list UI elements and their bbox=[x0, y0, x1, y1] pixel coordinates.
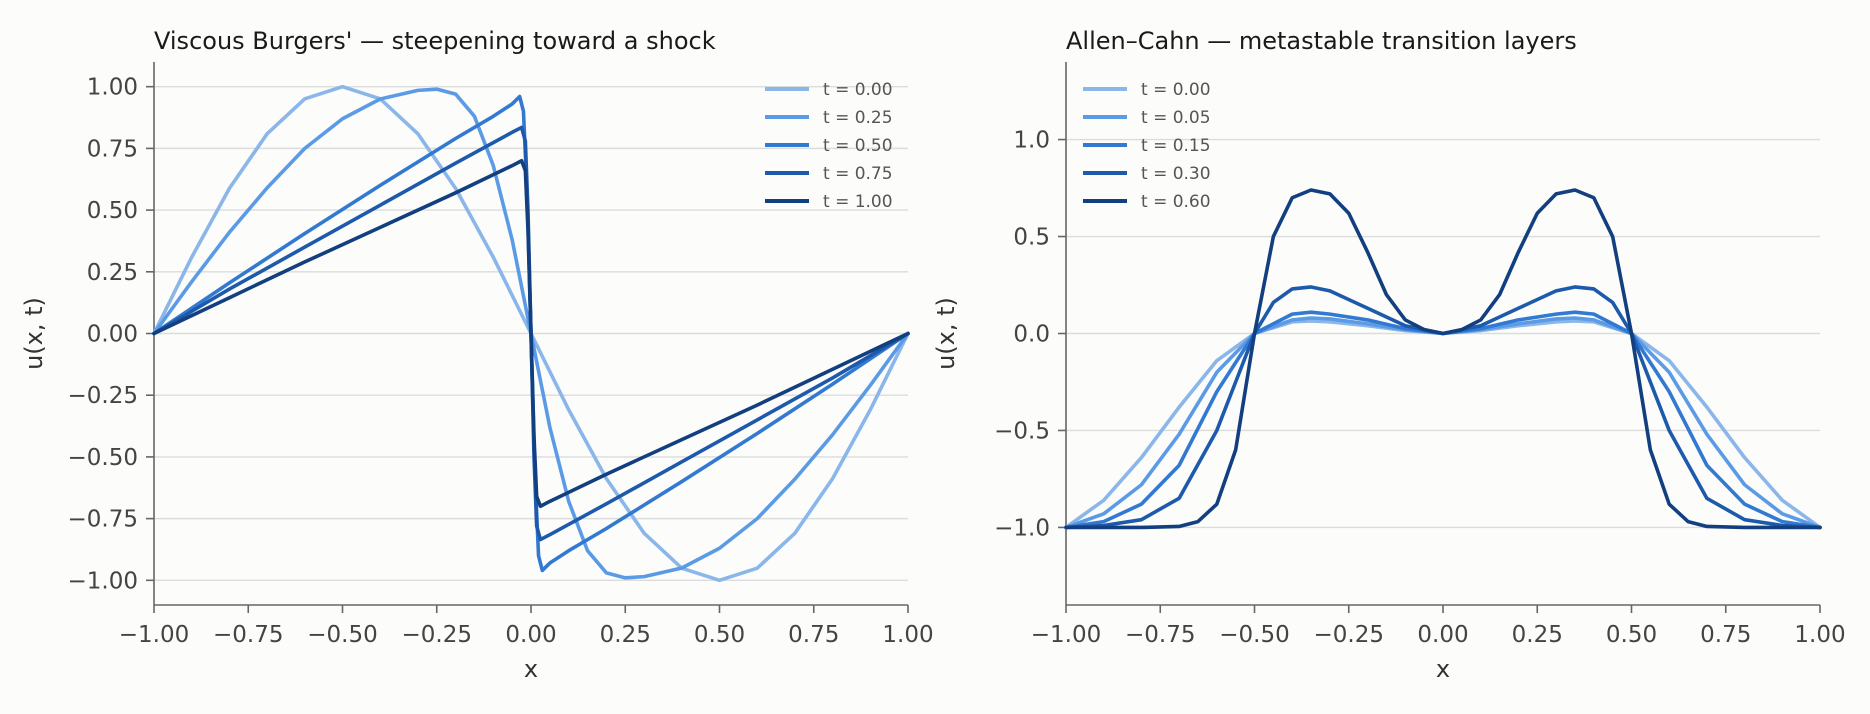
legend-label: t = 0.50 bbox=[823, 136, 893, 156]
x-tick-label: 0.25 bbox=[600, 622, 651, 648]
x-tick-label: −0.75 bbox=[1125, 622, 1195, 648]
y-tick-label: −0.25 bbox=[68, 383, 138, 409]
y-tick-label: −0.5 bbox=[994, 418, 1050, 444]
y-tick-label: 0.00 bbox=[87, 322, 138, 348]
x-tick-label: 1.00 bbox=[1794, 622, 1845, 648]
y-axis-label: u(x, t) bbox=[20, 297, 48, 370]
x-tick-label: 0.00 bbox=[505, 622, 556, 648]
legend: t = 0.00 t = 0.25 t = 0.50 t = 0.75 t = 1.00 bbox=[765, 80, 893, 212]
x-tick-label: 1.00 bbox=[882, 622, 933, 648]
legend-label: t = 0.05 bbox=[1141, 108, 1211, 128]
legend-label: t = 0.75 bbox=[823, 164, 893, 184]
y-axis-label: u(x, t) bbox=[932, 297, 960, 370]
chart-title: Viscous Burgers' — steepening toward a s… bbox=[154, 27, 716, 55]
y-tick-label: 1.00 bbox=[87, 75, 138, 101]
legend-label: t = 0.60 bbox=[1141, 192, 1211, 212]
x-tick-label: 0.00 bbox=[1417, 622, 1468, 648]
legend-label: t = 0.00 bbox=[1141, 80, 1211, 100]
legend-label: t = 0.15 bbox=[1141, 136, 1211, 156]
y-tick-label: 1.0 bbox=[1013, 128, 1050, 154]
series-line-4 bbox=[152, 158, 910, 509]
y-tick-label: 0.5 bbox=[1013, 225, 1050, 251]
chart-burgers: −1.00 −0.75 −0.50 −0.25 0.00 0.25 0.50 0.75 1.00… bbox=[20, 27, 934, 683]
y-tick-label: −0.75 bbox=[68, 507, 138, 533]
chart-title: Allen–Cahn — metastable transition layer… bbox=[1066, 27, 1577, 55]
x-tick-label: 0.25 bbox=[1512, 622, 1563, 648]
x-axis-label: x bbox=[524, 655, 538, 683]
legend-label: t = 0.30 bbox=[1141, 164, 1211, 184]
legend: t = 0.00 t = 0.05 t = 0.15 t = 0.30 t = 0.60 bbox=[1083, 80, 1211, 212]
legend-label: t = 0.00 bbox=[823, 80, 893, 100]
x-tick-label: −0.50 bbox=[307, 622, 377, 648]
x-tick-label: −0.25 bbox=[402, 622, 472, 648]
x-tick-label: 0.50 bbox=[1606, 622, 1657, 648]
x-tick-label: 0.50 bbox=[694, 622, 745, 648]
x-axis-label: x bbox=[1436, 655, 1450, 683]
y-tick-label: 0.75 bbox=[87, 136, 138, 162]
y-tick-label: 0.0 bbox=[1013, 322, 1050, 348]
x-tick-label: −0.75 bbox=[213, 622, 283, 648]
legend-label: t = 1.00 bbox=[823, 192, 893, 212]
x-tick-label: 0.75 bbox=[1700, 622, 1751, 648]
x-tick-label: −1.00 bbox=[1031, 622, 1101, 648]
y-tick-label: −1.0 bbox=[994, 515, 1050, 541]
series-line-4 bbox=[1064, 188, 1822, 530]
y-tick-label: −0.50 bbox=[68, 445, 138, 471]
x-tick-label: −1.00 bbox=[119, 622, 189, 648]
chart-allen-cahn: −1.0 −0.5 0.0 0.5 1.0 −1.00 −0.75 −0.50 −0.25 0.0… bbox=[932, 27, 1846, 683]
legend-label: t = 0.25 bbox=[823, 108, 893, 128]
x-tick-label: −0.50 bbox=[1219, 622, 1289, 648]
y-tick-label: 0.50 bbox=[87, 198, 138, 224]
x-tick-label: 0.75 bbox=[788, 622, 839, 648]
x-tick-label: −0.25 bbox=[1314, 622, 1384, 648]
y-tick-label: 0.25 bbox=[87, 260, 138, 286]
y-tick-label: −1.00 bbox=[68, 568, 138, 594]
